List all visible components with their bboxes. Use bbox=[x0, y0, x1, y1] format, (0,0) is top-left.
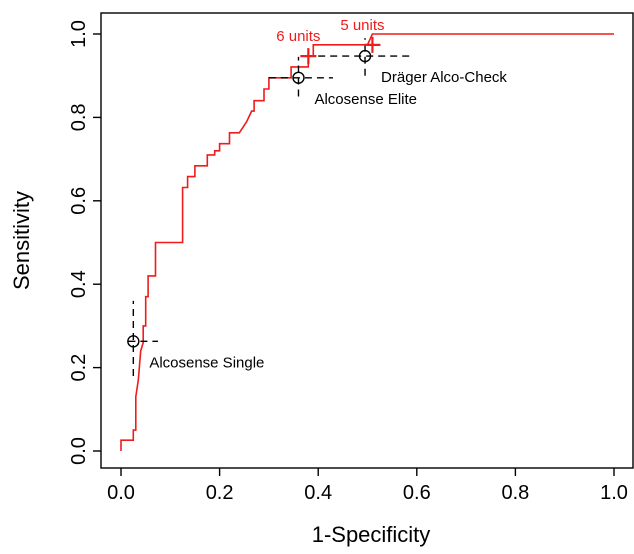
y-tick-label: 0.8 bbox=[68, 103, 90, 131]
y-tick-label: 0.6 bbox=[68, 187, 90, 215]
roc-curve-layer bbox=[120, 33, 614, 451]
x-tick-label: 0.8 bbox=[501, 482, 529, 504]
x-axis-title: 1-Specificity bbox=[312, 522, 431, 547]
roc-curve-line bbox=[120, 33, 614, 451]
x-tick-label: 0.0 bbox=[107, 482, 135, 504]
y-axis-title: Sensitivity bbox=[9, 191, 34, 290]
x-tick-label: 0.6 bbox=[403, 482, 431, 504]
x-tick-label: 1.0 bbox=[600, 482, 628, 504]
confidence-intervals bbox=[128, 38, 412, 376]
y-tick-label: 1.0 bbox=[68, 20, 90, 48]
tick-marks bbox=[93, 33, 615, 476]
plot-frame bbox=[100, 12, 634, 469]
y-tick-label: 0.4 bbox=[68, 270, 90, 298]
axes bbox=[100, 12, 634, 469]
x-tick-label: 0.2 bbox=[206, 482, 234, 504]
threshold-label: 5 units bbox=[340, 17, 384, 34]
tick-labels: 0.0 0.2 0.4 0.6 0.8 1.0 0.0 0.2 0.4 0.6 0.8 1.0 bbox=[68, 20, 628, 504]
device-point-marker bbox=[127, 335, 140, 348]
device-point-marker bbox=[358, 49, 372, 63]
y-tick-label: 0.2 bbox=[68, 354, 90, 382]
device-point-marker bbox=[292, 71, 305, 84]
device-label: Alcosense Single bbox=[149, 354, 264, 371]
device-label: Alcosense Elite bbox=[314, 91, 417, 108]
device-label: Dräger Alco-Check bbox=[381, 69, 507, 86]
y-tick-label: 0.0 bbox=[68, 437, 90, 465]
thresholds: 6 units 5 units bbox=[276, 17, 385, 65]
x-tick-label: 0.4 bbox=[304, 482, 332, 504]
device-points: Alcosense Single Alcosense Elite Dräger Al… bbox=[127, 49, 507, 371]
threshold-label: 6 units bbox=[276, 28, 320, 45]
